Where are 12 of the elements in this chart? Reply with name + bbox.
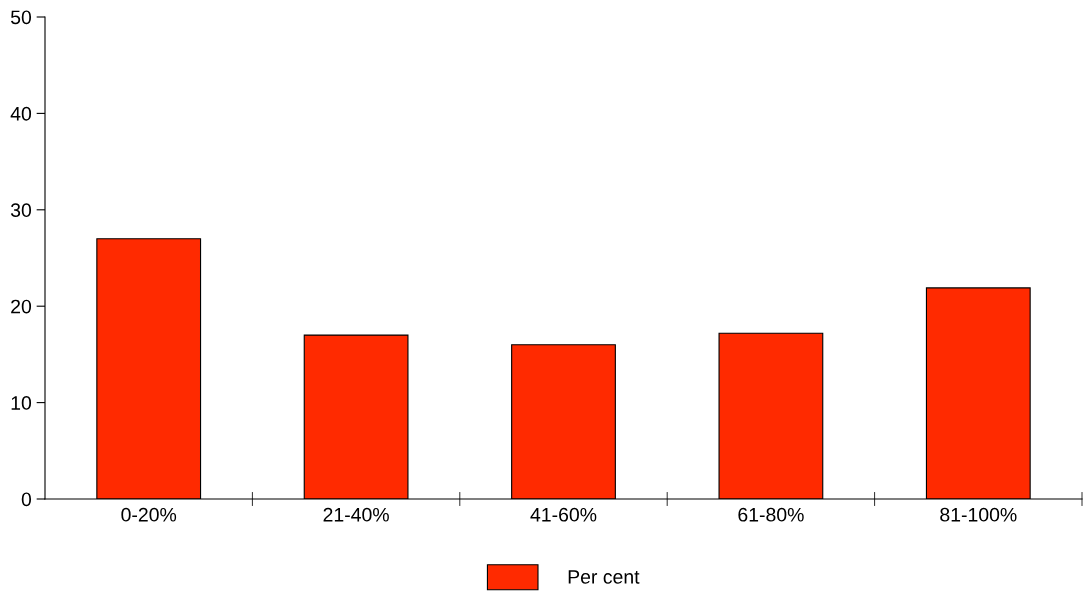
legend-label: Per cent bbox=[568, 570, 640, 584]
x-tick-label: 61-80% bbox=[738, 507, 804, 522]
y-tick-label: 10 bbox=[11, 396, 32, 410]
x-tick-label: 81-100% bbox=[940, 507, 1017, 522]
y-tick-label: 30 bbox=[10, 203, 32, 218]
x-tick-label: 0-20% bbox=[121, 507, 177, 522]
y-tick-label: 20 bbox=[11, 299, 32, 314]
y-tick-label: 0 bbox=[21, 492, 32, 507]
y-tick-label: 50 bbox=[10, 10, 32, 25]
x-tick-label: 21-40% bbox=[323, 507, 389, 522]
y-tick-label: 40 bbox=[10, 106, 32, 121]
x-tick-label: 41-60% bbox=[530, 507, 597, 522]
